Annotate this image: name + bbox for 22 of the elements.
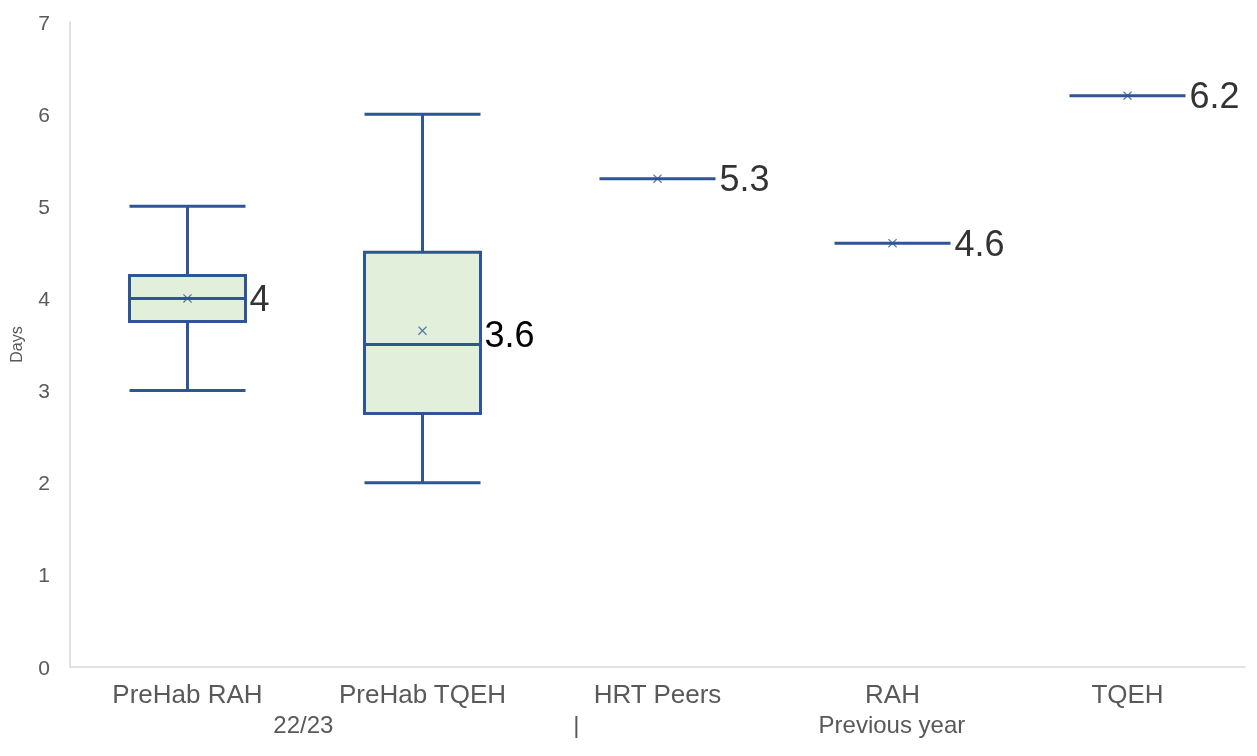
y-tick-label: 0 (38, 655, 50, 679)
x-tick-label: TQEH (1091, 679, 1164, 709)
annotation: 6.2 (1189, 75, 1240, 117)
y-axis-title: Days (7, 326, 25, 363)
text: 22/23 (273, 710, 334, 738)
y-tick-label: 4 (38, 286, 51, 310)
y-tick-label: 5 (38, 194, 50, 218)
annotation: 4 (249, 277, 270, 319)
y-tick-label: 7 (38, 10, 50, 34)
x-tick-label: PreHab TQEH (338, 679, 507, 709)
text: Previous year (818, 710, 966, 738)
y-tick-label: 1 (38, 563, 50, 587)
text: | (573, 710, 580, 738)
y-tick-label: 6 (38, 102, 50, 126)
x-tick-label: RAH (865, 679, 920, 709)
x-tick-label: HRT Peers (593, 679, 722, 709)
annotation: 3.6 (484, 314, 535, 356)
y-tick-label: 3 (38, 379, 50, 403)
annotation: 4.6 (954, 222, 1005, 264)
y-tick-label: 2 (38, 471, 50, 495)
x-tick-label: PreHab RAH (112, 679, 263, 709)
annotation: 5.3 (719, 158, 770, 200)
